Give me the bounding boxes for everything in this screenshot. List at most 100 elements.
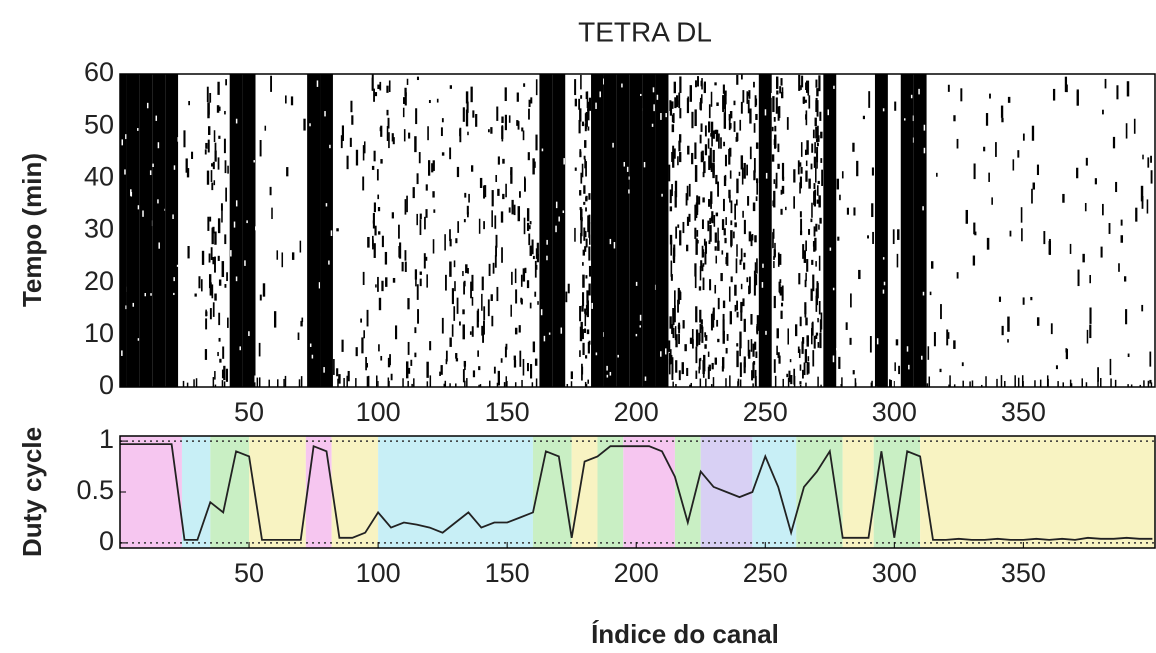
occupancy-gap	[562, 210, 565, 213]
occupancy-dash	[209, 92, 212, 103]
occupancy-dash	[677, 324, 681, 330]
occupancy-dash	[811, 143, 814, 153]
occupancy-dash	[441, 317, 444, 334]
occupancy-gap	[910, 94, 913, 99]
occupancy-dash	[495, 245, 498, 257]
occupancy-dash	[973, 163, 976, 180]
occupancy-dash	[505, 376, 508, 387]
occupancy-dash	[673, 148, 676, 159]
occupancy-dash	[816, 199, 820, 204]
occupancy-dash	[580, 95, 583, 99]
occupancy-dash	[583, 155, 586, 160]
occupancy-dash	[1100, 246, 1103, 258]
occupancy-dash	[516, 120, 519, 126]
occupancy-gap	[555, 201, 558, 209]
occupancy-gap	[157, 199, 159, 204]
occupancy-dash	[786, 117, 789, 130]
occupancy-dash	[528, 108, 530, 120]
occupancy-block	[823, 74, 837, 387]
occupancy-dash	[527, 152, 530, 161]
occupancy-dash	[482, 330, 485, 343]
occupancy-dash	[221, 369, 225, 379]
occupancy-dash	[985, 376, 987, 387]
occupancy-dash	[735, 258, 738, 274]
occupancy-dash	[712, 149, 715, 163]
occupancy-dash	[715, 255, 718, 264]
occupancy-dash	[897, 229, 900, 240]
occupancy-dash	[1124, 276, 1127, 282]
occupancy-dash	[710, 162, 713, 173]
occupancy-dash	[388, 132, 390, 149]
occupancy-dash	[209, 216, 212, 222]
background-band	[378, 436, 533, 548]
occupancy-dash	[483, 185, 487, 198]
occupancy-dash	[740, 248, 743, 262]
occupancy-dash	[699, 134, 702, 144]
occupancy-dash	[1000, 375, 1003, 387]
occupancy-dash	[787, 328, 789, 345]
occupancy-dash	[724, 237, 727, 244]
occupancy-dash	[534, 358, 538, 366]
occupancy-dash	[519, 350, 522, 367]
occupancy-dash	[689, 384, 691, 387]
occupancy-gap	[543, 335, 546, 342]
occupancy-dash	[384, 251, 388, 265]
occupancy-dash	[1007, 96, 1011, 103]
occupancy-dash	[747, 196, 750, 206]
occupancy-dash	[445, 358, 448, 365]
occupancy-dash	[227, 317, 229, 328]
occupancy-dash	[285, 95, 287, 104]
occupancy-dash	[588, 193, 591, 200]
occupancy-dash	[773, 116, 776, 122]
occupancy-dash	[718, 133, 720, 149]
occupancy-dash	[462, 270, 464, 277]
occupancy-dash	[214, 384, 217, 387]
occupancy-dash	[469, 331, 472, 335]
occupancy-gap	[653, 104, 655, 112]
occupancy-dash	[464, 365, 466, 371]
occupancy-dash	[668, 340, 671, 352]
occupancy-gap	[124, 169, 126, 175]
occupancy-dash	[1130, 384, 1133, 387]
occupancy-dash	[724, 174, 727, 181]
occupancy-dash	[432, 160, 435, 171]
occupancy-dash	[739, 346, 741, 357]
occupancy-dash	[211, 182, 214, 191]
occupancy-dash	[674, 97, 677, 109]
occupancy-dash	[479, 384, 482, 387]
occupancy-dash	[1114, 379, 1117, 387]
occupancy-dash	[701, 94, 703, 104]
occupancy-dash	[504, 114, 507, 131]
occupancy-dash	[1081, 378, 1083, 387]
occupancy-dash	[300, 320, 303, 327]
occupancy-block	[320, 74, 333, 387]
occupancy-dash	[455, 358, 459, 362]
occupancy-dash	[815, 332, 819, 336]
occupancy-dash	[530, 97, 533, 104]
occupancy-dash	[211, 227, 214, 245]
occupancy-dash	[1140, 185, 1144, 202]
occupancy-dash	[815, 126, 818, 139]
occupancy-dash	[1133, 118, 1136, 134]
occupancy-dash	[346, 155, 349, 170]
occupancy-dash	[779, 86, 782, 94]
occupancy-dash	[698, 196, 701, 205]
occupancy-dash	[416, 213, 418, 226]
occupancy-dash	[464, 192, 467, 198]
occupancy-dash	[1017, 150, 1020, 158]
occupancy-gap	[137, 128, 139, 131]
occupancy-dash	[750, 234, 753, 247]
occupancy-dash	[805, 317, 808, 326]
occupancy-dash	[411, 383, 413, 387]
occupancy-dash	[587, 126, 590, 131]
occupancy-dash	[740, 101, 743, 114]
occupancy-dash	[695, 238, 698, 255]
occupancy-dash	[998, 296, 1002, 302]
occupancy-dash	[682, 221, 685, 234]
occupancy-dash	[816, 127, 818, 141]
occupancy-dash	[799, 211, 802, 218]
occupancy-dash	[818, 300, 821, 315]
occupancy-dash	[412, 187, 415, 199]
occupancy-dash	[585, 238, 588, 248]
occupancy-gap	[541, 148, 544, 152]
